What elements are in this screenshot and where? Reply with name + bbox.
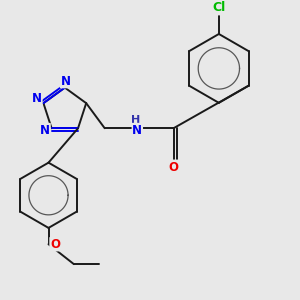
Text: N: N: [32, 92, 42, 105]
Text: N: N: [61, 75, 70, 88]
Text: O: O: [50, 238, 60, 251]
Text: H: H: [131, 115, 140, 125]
Text: O: O: [169, 160, 178, 173]
Text: N: N: [40, 124, 50, 136]
Text: N: N: [132, 124, 142, 136]
Text: Cl: Cl: [212, 2, 226, 14]
